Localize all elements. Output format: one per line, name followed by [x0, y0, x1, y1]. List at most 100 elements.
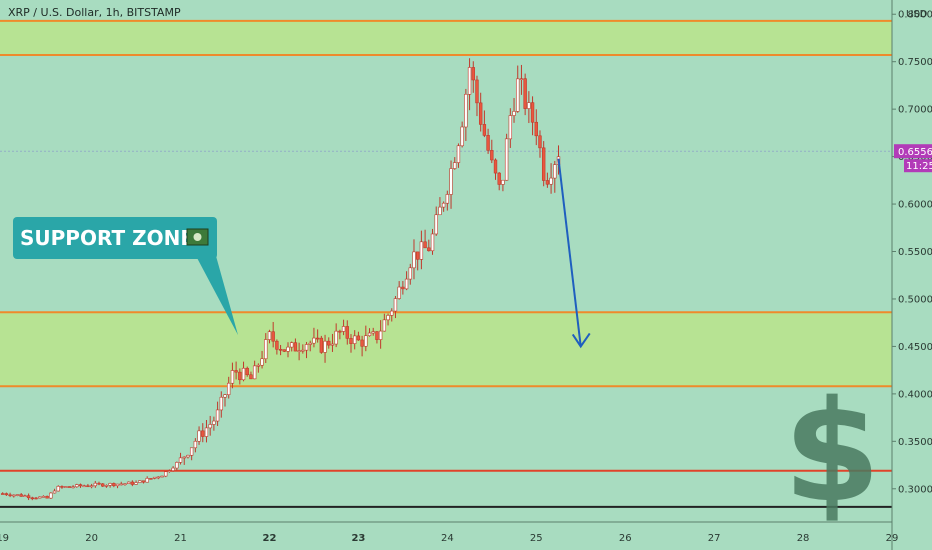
candle-body — [464, 93, 468, 128]
candle-body — [89, 485, 94, 488]
candle-body — [230, 370, 235, 384]
candle-body — [189, 447, 194, 456]
candle-body — [260, 358, 264, 366]
candle-body — [145, 478, 149, 483]
candle-body — [375, 331, 379, 340]
candle-body — [15, 494, 20, 496]
candle-body — [312, 337, 316, 344]
candle-body — [141, 480, 146, 483]
candle-body — [19, 494, 23, 497]
callout-text: SUPPORT ZONE — [20, 226, 194, 250]
x-tick-label: 25 — [530, 533, 543, 544]
candle-body — [186, 454, 190, 458]
candle-body — [301, 349, 305, 352]
candle-body — [393, 298, 398, 312]
candle-body — [201, 430, 205, 437]
candle-body — [401, 286, 405, 290]
candle-body — [138, 480, 142, 483]
forecast-arrowhead — [571, 332, 591, 349]
candle-body — [30, 497, 35, 500]
candle-body — [486, 135, 490, 151]
x-tick-label: 24 — [441, 533, 454, 544]
candle-body — [249, 374, 253, 380]
candle-body — [323, 340, 327, 353]
candle-body — [49, 492, 53, 499]
candle-body — [304, 344, 309, 351]
candle-body — [438, 206, 442, 216]
candle-body — [4, 493, 9, 496]
candle-body — [512, 111, 516, 116]
candle-body — [23, 495, 27, 497]
candle-body — [386, 315, 390, 321]
candle-body — [264, 339, 268, 360]
candle-body — [378, 330, 383, 340]
candle-body — [478, 102, 483, 125]
candle-body — [493, 159, 498, 174]
candle-body — [356, 335, 361, 341]
candle-body — [527, 102, 531, 109]
candle-body — [315, 337, 320, 340]
candle-body — [115, 483, 120, 487]
candle-body — [41, 495, 46, 498]
banknote-center — [193, 233, 202, 241]
candle-body — [353, 335, 357, 344]
candle-body — [182, 456, 186, 459]
candle-body — [471, 67, 475, 81]
candle-body — [149, 478, 153, 480]
candle-body — [408, 267, 412, 280]
candle-body — [412, 251, 416, 269]
candle-body — [26, 495, 31, 499]
candle-body — [327, 340, 331, 346]
candle-body — [34, 497, 38, 500]
price-badge-bg — [894, 144, 932, 159]
candle-body — [193, 440, 198, 449]
callout-pointer — [196, 256, 238, 335]
candle-body — [215, 409, 220, 422]
candle-body — [93, 482, 97, 487]
candle-body — [286, 346, 290, 352]
candle-body — [227, 382, 231, 395]
candle-body — [519, 78, 524, 81]
symbol-title: XRP / U.S. Dollar, 1h, BITSTAMP — [8, 6, 181, 19]
candle-body — [423, 241, 427, 249]
candle-body — [0, 493, 5, 495]
zones-layer — [0, 19, 892, 388]
candle-body — [334, 330, 338, 345]
candle-body — [297, 350, 301, 352]
candle-body — [204, 427, 209, 437]
x-tick-label: 29 — [886, 533, 899, 544]
candle-body — [152, 476, 157, 479]
candle-body — [293, 342, 298, 352]
candle-body — [416, 251, 420, 260]
candle-body — [516, 78, 520, 112]
candle-body — [475, 79, 479, 104]
candle-body — [82, 485, 86, 488]
candle-body — [534, 121, 538, 137]
currency-label: USD — [906, 9, 928, 20]
candle-body — [360, 339, 364, 347]
candle-body — [441, 202, 446, 208]
x-tick-label: 28 — [797, 533, 810, 544]
candle-body — [97, 482, 101, 485]
candle-body — [275, 340, 279, 350]
candle-body — [78, 484, 83, 487]
candle-body — [397, 286, 401, 299]
candle-body — [8, 494, 12, 497]
candle-body — [364, 335, 368, 347]
candle-body — [349, 338, 353, 344]
candle-body — [267, 331, 272, 340]
annotations-layer: SUPPORT ZONE $ — [13, 158, 881, 534]
support-zone-callout[interactable]: SUPPORT ZONE — [13, 217, 238, 335]
candle-body — [38, 496, 42, 499]
candle-body — [541, 147, 546, 181]
candle-body — [112, 483, 116, 487]
candle-body — [171, 467, 175, 471]
candle-body — [238, 371, 242, 381]
